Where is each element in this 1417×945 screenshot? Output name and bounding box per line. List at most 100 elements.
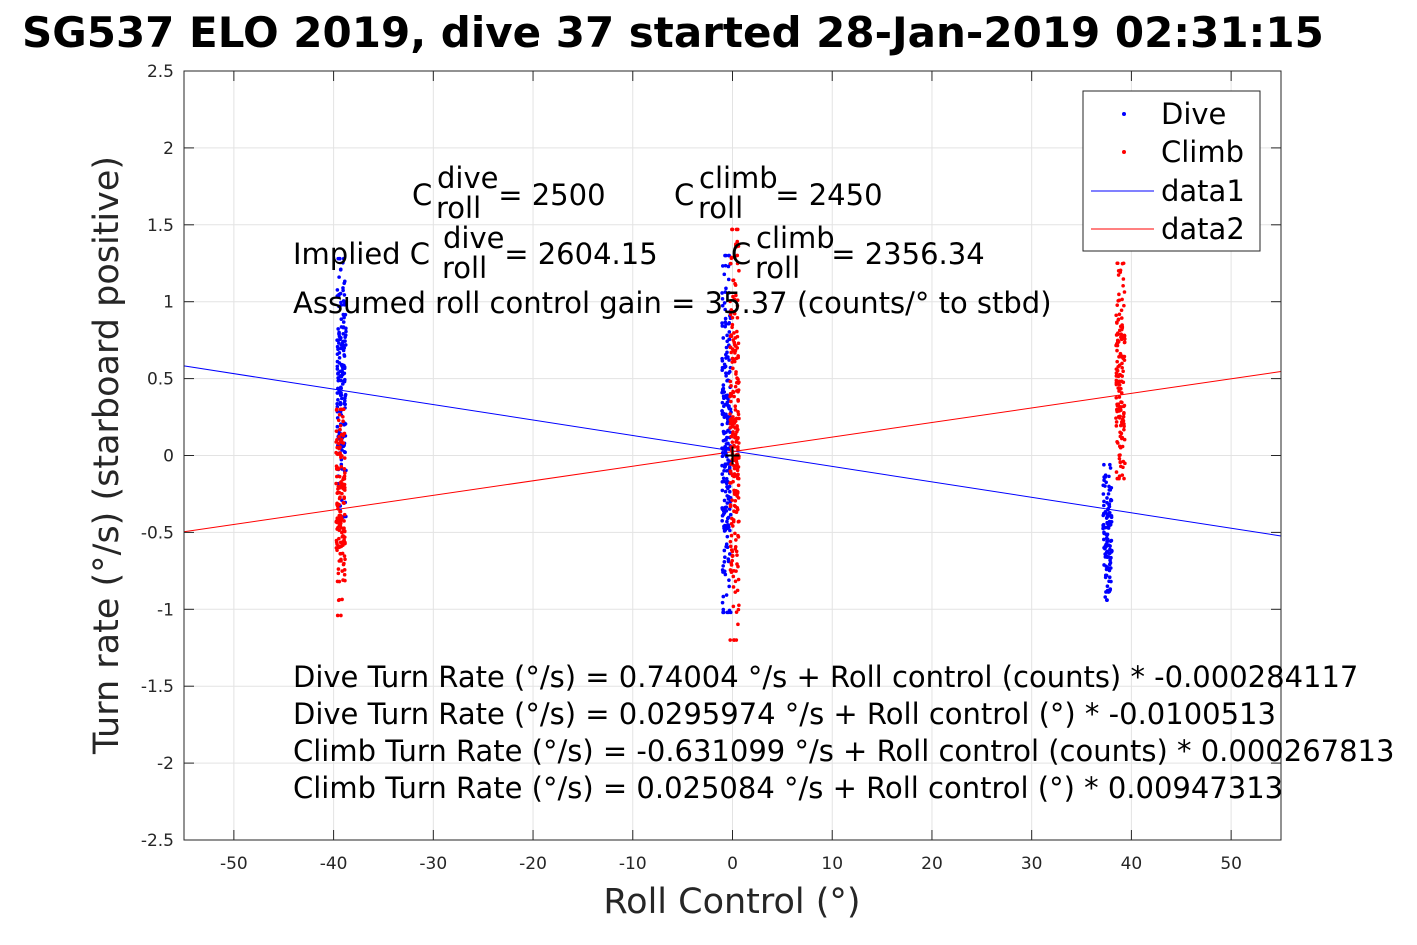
point-dive [724,430,728,435]
point-dive [337,330,341,335]
point-climb [735,315,740,320]
point-climb [731,366,735,371]
point-climb [733,436,737,440]
legend-label-climb: Climb [1161,135,1244,169]
point-dive [728,489,732,494]
point-dive [338,392,343,397]
y-tick-label: 0 [163,447,174,467]
point-climb [1114,424,1119,428]
c-climb-value: = 2450 [766,178,883,212]
point-dive [343,301,347,306]
point-dive [1109,566,1113,570]
point-dive [722,465,727,469]
point-dive [727,358,731,362]
equation-dive-counts: Dive Turn Rate (°/s) = 0.74004 °/s + Rol… [293,660,1358,694]
point-dive [336,386,340,391]
point-dive [336,398,340,402]
legend-marker-dive [1122,112,1126,116]
point-dive [727,406,732,411]
point-climb [1114,313,1118,318]
point-dive [337,334,342,339]
point-climb [1122,290,1127,294]
point-climb [728,345,733,350]
point-dive [721,476,726,481]
point-dive [1103,475,1108,479]
point-climb [737,268,741,273]
point-climb [341,419,345,423]
point-dive [1109,497,1113,502]
point-climb [337,412,342,417]
point-climb [736,381,741,385]
point-dive [723,449,728,454]
point-dive [720,463,724,468]
point-climb [341,540,345,544]
point-dive [723,263,728,268]
point-climb [338,484,343,489]
point-dive [1106,555,1111,559]
point-climb [1118,414,1122,419]
c-climb-sub: roll [698,191,743,225]
point-climb [731,357,736,361]
point-climb [1114,371,1119,375]
point-dive [342,293,347,297]
point-climb [1122,411,1126,415]
point-dive [726,371,731,375]
point-climb [732,419,736,423]
point-climb [1119,316,1124,320]
point-climb [1118,434,1123,439]
point-climb [728,539,733,544]
point-climb [733,547,738,551]
point-dive [722,548,727,553]
point-dive [1104,573,1109,578]
point-climb [733,579,738,584]
point-dive [1105,515,1109,519]
point-dive [720,387,725,392]
point-climb [1117,389,1121,393]
point-climb [735,346,740,350]
point-climb [734,610,739,614]
point-climb [729,533,734,538]
legend-label-dive: Dive [1161,97,1226,131]
x-tick-label: 50 [1220,854,1242,874]
legend: Dive Climb data1 data2 [1082,90,1261,252]
point-dive [723,394,728,398]
point-dive [1106,543,1111,547]
point-dive [724,505,729,510]
c-climb-sup: climb [699,161,778,195]
x-tick-label: -10 [619,854,647,874]
point-climb [1115,439,1119,444]
point-dive [724,371,728,375]
point-climb [1115,402,1119,407]
point-climb [734,243,738,248]
y-tick-label: 2 [163,139,174,159]
point-dive [1107,484,1111,489]
point-climb [339,464,344,469]
point-climb [730,498,734,502]
point-dive [725,484,729,489]
point-dive [722,301,727,305]
point-climb [337,434,341,439]
point-climb [728,503,733,507]
point-dive [1108,462,1112,467]
point-climb [730,549,735,554]
point-climb [728,544,733,549]
point-dive [1105,540,1109,544]
point-climb [342,456,347,460]
point-climb [732,255,737,260]
point-dive [721,594,726,599]
point-climb [1119,391,1124,395]
point-dive [720,365,725,370]
point-dive [1105,549,1110,554]
point-dive [727,552,732,556]
point-dive [727,337,731,341]
implied-dive-sub: roll [442,251,487,285]
point-climb [730,322,735,327]
point-climb [342,554,347,558]
point-dive [723,444,727,449]
point-climb [736,496,741,500]
point-dive [727,507,732,511]
point-climb [1122,476,1126,481]
point-dive [723,489,728,494]
point-dive [724,438,728,442]
point-dive [1108,539,1113,543]
